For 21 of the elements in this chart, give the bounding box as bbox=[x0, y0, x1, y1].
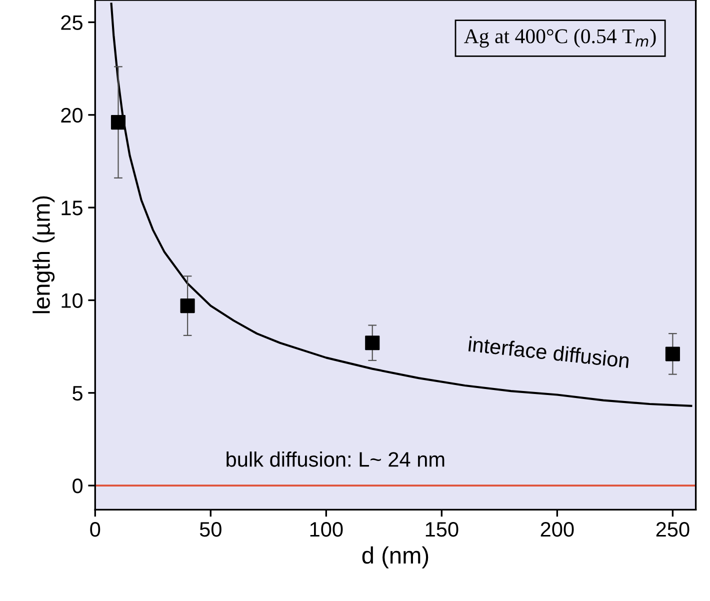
y-tick-label: 10 bbox=[62, 293, 83, 308]
y-tick-label: 25 bbox=[61, 15, 82, 30]
y-axis-title: length (µm) bbox=[32, 196, 55, 314]
annotation: bulk diffusion: L~ 24 nm bbox=[226, 452, 444, 467]
point bbox=[365, 336, 380, 350]
point bbox=[665, 346, 680, 362]
x-tick-label: 250 bbox=[656, 522, 690, 537]
x-tick-label: 0 bbox=[90, 522, 100, 537]
y-tick-label: 5 bbox=[72, 386, 82, 401]
annotation: Ag at 400°C (0.54 T$_{m}$) bbox=[464, 28, 656, 48]
y-tick-label: 0 bbox=[72, 478, 83, 494]
x-axis-title: d (nm) bbox=[362, 546, 428, 568]
y-tick-label: 20 bbox=[61, 108, 83, 123]
point bbox=[180, 298, 195, 314]
x-tick-label: 50 bbox=[200, 522, 222, 537]
x-tick-label: 100 bbox=[310, 522, 343, 537]
x-tick-label: 150 bbox=[426, 522, 458, 537]
y-tick-label: 15 bbox=[62, 200, 82, 216]
point bbox=[110, 115, 126, 130]
annotation: interface diffusion bbox=[468, 336, 630, 368]
x-tick-label: 200 bbox=[540, 522, 574, 537]
